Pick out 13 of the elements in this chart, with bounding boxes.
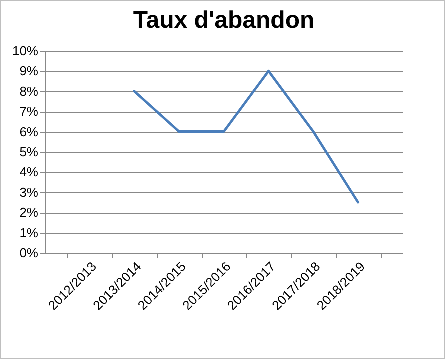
y-tick-label: 7% (20, 104, 39, 120)
y-tick-label: 8% (20, 84, 39, 99)
y-tick-label: 10% (12, 44, 39, 58)
y-tick-label: 3% (20, 184, 39, 200)
chart-title: Taux d'abandon (133, 7, 315, 34)
y-tick-label: 0% (20, 246, 39, 260)
y-tick-label: 5% (20, 144, 39, 160)
y-tick-label: 2% (20, 205, 39, 220)
y-tick-label: 4% (20, 164, 39, 180)
line-series (133, 70, 360, 204)
y-tick-label: 9% (20, 64, 39, 79)
y-tick-label: 6% (20, 124, 39, 140)
y-tick-label: 1% (20, 225, 39, 240)
